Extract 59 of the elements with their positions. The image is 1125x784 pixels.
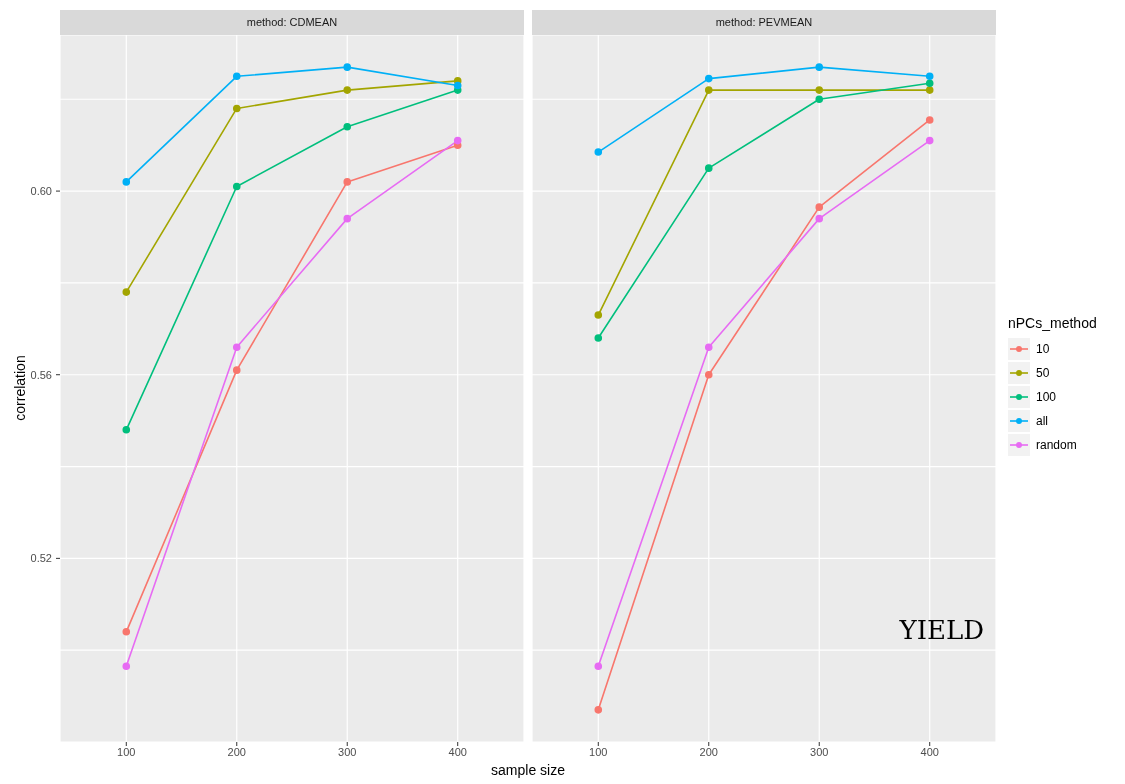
x-tick-label: 300 [810, 745, 829, 758]
point [925, 136, 934, 145]
legend-title: nPCs_method [1008, 315, 1097, 331]
x-tick-label: 100 [117, 745, 136, 758]
x-axis-title: sample size [490, 762, 566, 778]
point [122, 178, 131, 186]
point [925, 116, 934, 124]
y-tick-label: 0.60 [30, 185, 52, 198]
point [704, 370, 713, 379]
point [704, 86, 713, 94]
point [594, 662, 603, 671]
point [815, 214, 824, 223]
point [122, 426, 131, 434]
y-tick-label: 0.56 [30, 368, 52, 381]
point [815, 63, 824, 71]
point [815, 86, 824, 94]
point [815, 203, 824, 211]
x-tick-label: 200 [699, 745, 718, 758]
point [232, 182, 241, 191]
point [594, 334, 603, 342]
point [232, 343, 241, 351]
point [594, 311, 603, 319]
point [232, 104, 241, 113]
x-tick-label: 100 [589, 745, 608, 758]
point [122, 288, 131, 296]
point [925, 79, 934, 87]
point [343, 214, 352, 223]
point [815, 95, 824, 104]
point [704, 343, 713, 351]
x-tick-label: 400 [448, 745, 467, 758]
point [122, 628, 131, 636]
point [704, 164, 713, 172]
legend-label: all [1036, 414, 1049, 428]
point [343, 63, 352, 71]
legend-label: 50 [1036, 366, 1050, 380]
point [122, 662, 131, 671]
point [343, 86, 352, 94]
point [594, 148, 603, 156]
point [453, 136, 462, 145]
point [232, 72, 241, 81]
annotation: YIELD [899, 615, 984, 645]
chart-title: method: PEVMEAN [532, 10, 996, 35]
point [594, 706, 603, 714]
x-tick-label: 200 [227, 745, 246, 758]
x-tick-label: 400 [920, 745, 939, 758]
point [925, 72, 934, 81]
point [704, 74, 713, 83]
y-axis-title: correlation [12, 354, 28, 423]
x-tick-label: 300 [338, 745, 357, 758]
chart-title: method: CDMEAN [60, 10, 524, 35]
legend-label: 100 [1036, 390, 1057, 404]
y-tick-label: 0.52 [30, 552, 52, 565]
legend-label: 10 [1036, 342, 1050, 356]
point [232, 366, 241, 374]
point [343, 123, 352, 131]
point [925, 86, 934, 94]
point [453, 81, 462, 90]
point [343, 178, 352, 186]
legend-label: random [1036, 438, 1077, 452]
